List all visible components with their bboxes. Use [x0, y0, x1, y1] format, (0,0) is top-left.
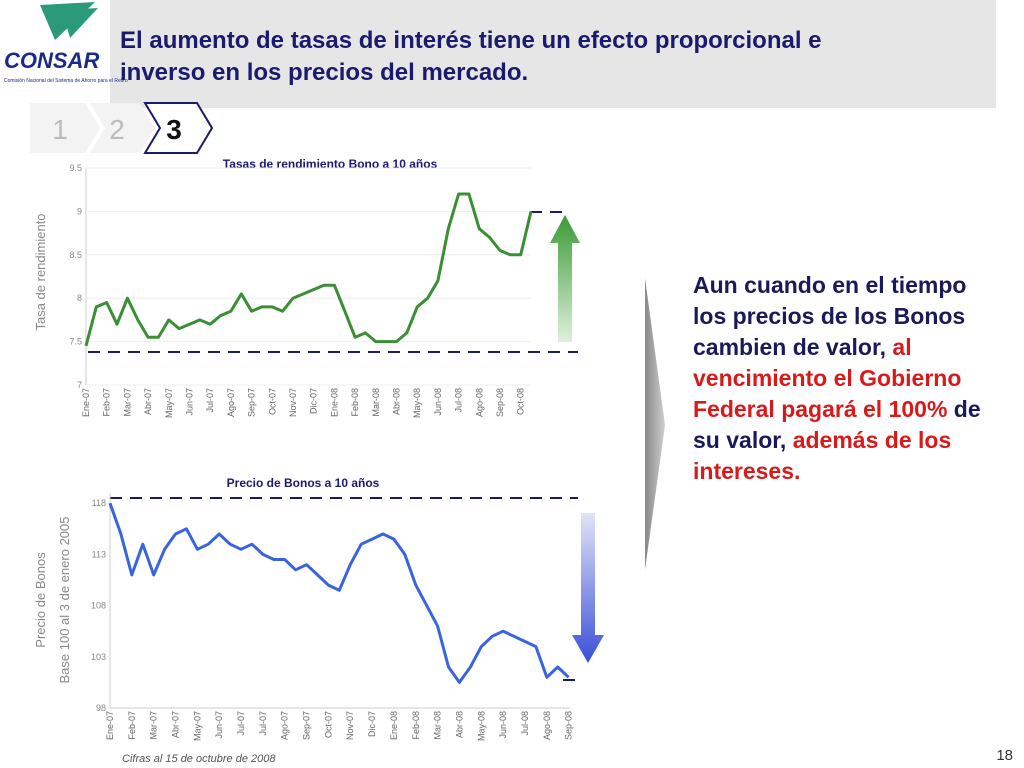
- chart-title: Precio de Bonos a 10 años: [227, 476, 380, 490]
- x-tick-label: May-07: [164, 388, 174, 418]
- y-tick-label: 108: [91, 601, 106, 611]
- x-tick-label: Ene-08: [329, 388, 339, 417]
- x-tick-label: Feb-07: [127, 711, 137, 740]
- header-bg: [110, 0, 996, 108]
- x-tick-label: Mar-08: [433, 711, 443, 740]
- x-tick-label: Feb-08: [411, 711, 421, 740]
- footnote: Cifras al 15 de octubre de 2008: [122, 753, 276, 765]
- x-tick-label: Jul-07: [236, 711, 246, 736]
- up-arrow: [550, 215, 580, 342]
- big-chevron: [645, 278, 665, 570]
- y-tick-label: 118: [92, 498, 106, 508]
- x-tick-label: Nov-07: [345, 711, 355, 740]
- x-tick-label: Ene-07: [105, 711, 115, 740]
- x-tick-label: Ago-07: [226, 388, 236, 417]
- x-tick-label: Ene-08: [389, 711, 399, 740]
- logo-text: CONSAR: [4, 48, 99, 73]
- step-chevron: [90, 103, 155, 153]
- side-text-segment: de su valor,: [693, 396, 981, 453]
- x-tick-label: Jul-08: [454, 388, 464, 413]
- x-tick-label: Jul-07: [205, 388, 215, 413]
- data-line: [84, 192, 533, 347]
- x-tick-label: Jun-08: [498, 711, 508, 739]
- x-tick-label: Abr-08: [392, 388, 402, 415]
- logo-mark: [40, 2, 98, 40]
- x-tick-label: Dic-07: [309, 388, 319, 414]
- step-label: 1: [52, 114, 68, 145]
- side-text: Aun cuando en el tiempo los precios de l…: [693, 270, 983, 487]
- x-tick-label: Sep-07: [302, 711, 312, 740]
- x-tick-label: Nov-07: [288, 388, 298, 417]
- steps: 1 2 3: [30, 102, 214, 154]
- y-tick-label: 8.5: [69, 250, 82, 260]
- x-tick-label: Oct-08: [516, 388, 526, 415]
- x-tick-label: Feb-07: [102, 388, 112, 417]
- title-line: inverso en los precios del mercado.: [120, 59, 528, 86]
- step-chevron: [30, 103, 100, 153]
- x-tick-label: Oct-07: [323, 711, 333, 738]
- y-axis-label: Base 100 al 3 de enero 2005: [57, 517, 72, 684]
- x-tick-label: Sep-08: [495, 388, 505, 417]
- x-tick-label: Jul-08: [520, 711, 530, 736]
- x-tick-label: Jul-07: [258, 711, 268, 736]
- y-tick-label: 113: [92, 549, 106, 559]
- down-arrow: [572, 513, 604, 663]
- title-line: El aumento de tasas de interés tiene un …: [120, 27, 822, 54]
- side-text-segment: Aun cuando en el tiempo los precios de l…: [693, 272, 967, 360]
- chart-title: Tasas de rendimiento Bono a 10 años: [223, 157, 438, 171]
- data-line: [108, 502, 570, 684]
- x-tick-label: Ene-07: [81, 388, 91, 417]
- y-tick-label: 8: [77, 293, 82, 303]
- y-tick-label: 103: [91, 652, 106, 662]
- x-tick-label: May-07: [192, 711, 202, 741]
- x-tick-label: Oct-07: [267, 388, 277, 415]
- y-tick-label: 7: [77, 380, 82, 390]
- x-tick-label: Abr-07: [171, 711, 181, 738]
- y-axis-label: Tasa de rendimiento: [33, 213, 48, 330]
- x-tick-label: Feb-08: [350, 388, 360, 417]
- x-tick-label: Jun-08: [433, 388, 443, 416]
- page-number: 18: [996, 747, 1013, 764]
- logo: CONSAR Comisión Nacional del Sistema de …: [4, 2, 128, 84]
- x-tick-label: Dic-07: [367, 711, 377, 737]
- side-text-segment: al vencimiento el Gobierno Federal pagar…: [693, 334, 962, 422]
- y-tick-label: 7.5: [69, 337, 82, 347]
- x-tick-label: Sep-08: [564, 711, 574, 740]
- x-tick-label: Mar-07: [122, 388, 132, 417]
- x-tick-label: Jun-07: [185, 388, 195, 416]
- x-tick-label: Jun-07: [214, 711, 224, 739]
- x-tick-label: Sep-07: [247, 388, 257, 417]
- x-tick-label: Abr-07: [143, 388, 153, 415]
- x-tick-label: May-08: [412, 388, 422, 418]
- x-tick-label: Abr-08: [454, 711, 464, 738]
- step-label: 2: [109, 114, 125, 145]
- x-tick-label: Ago-07: [280, 711, 290, 740]
- y-tick-label: 98: [96, 703, 106, 713]
- y-tick-label: 9: [77, 206, 82, 216]
- side-text-segment: además de los intereses.: [693, 427, 952, 484]
- logo-subtext: Comisión Nacional del Sistema de Ahorro …: [4, 78, 128, 84]
- x-tick-label: Ago-08: [542, 711, 552, 740]
- y-axis-label: Precio de Bonos: [33, 552, 48, 648]
- step-chevron: [143, 102, 214, 154]
- x-tick-label: May-08: [476, 711, 486, 741]
- y-tick-label: 9.5: [69, 163, 82, 173]
- x-tick-label: Ago-08: [474, 388, 484, 417]
- x-tick-label: Mar-08: [371, 388, 381, 417]
- step-label: 3: [166, 114, 182, 145]
- x-tick-label: Mar-07: [149, 711, 159, 740]
